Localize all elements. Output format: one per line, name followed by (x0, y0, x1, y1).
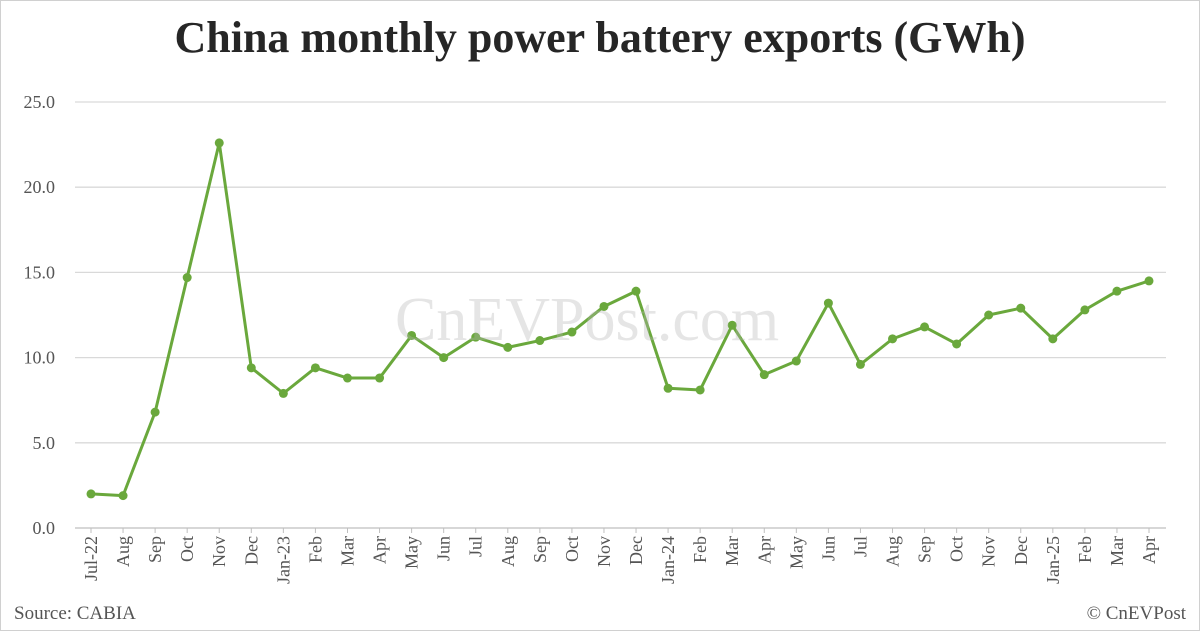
x-tick-label: Apr (1139, 536, 1159, 564)
x-tick-label: Aug (883, 536, 903, 567)
x-tick-label: Nov (209, 536, 229, 567)
data-point (888, 334, 898, 344)
x-tick-label: Jan-25 (1043, 536, 1063, 584)
data-point (1016, 303, 1026, 313)
x-tick-label: Dec (1011, 536, 1031, 565)
x-tick-label: Jun (818, 536, 838, 561)
x-tick-label: Jul (850, 536, 870, 557)
data-point (375, 373, 385, 383)
y-tick-label: 25.0 (24, 92, 56, 112)
x-tick-label: Jan-24 (658, 536, 678, 584)
x-tick-label: Aug (113, 536, 133, 567)
copyright-note: © CnEVPost (1086, 603, 1186, 624)
x-tick-label: Oct (177, 536, 197, 562)
data-point (823, 298, 833, 308)
y-tick-label: 20.0 (24, 177, 56, 197)
data-point (952, 339, 962, 349)
data-point (1048, 334, 1058, 344)
x-tick-label: Mar (722, 536, 742, 566)
x-tick-label: Feb (1075, 536, 1095, 563)
source-note: Source: CABIA (14, 603, 136, 624)
data-point (1112, 286, 1122, 296)
data-point (663, 383, 673, 393)
data-point (727, 320, 737, 330)
data-point (342, 373, 352, 383)
data-point (503, 342, 513, 352)
data-point (984, 310, 994, 320)
data-point (278, 388, 288, 398)
x-tick-label: Sep (915, 536, 935, 563)
x-tick-label: Dec (626, 536, 646, 565)
data-point (1080, 305, 1090, 315)
y-tick-label: 10.0 (24, 348, 56, 368)
x-tick-label: Feb (305, 536, 325, 563)
data-point (759, 370, 769, 380)
data-point (182, 273, 192, 283)
x-tick-label: Jun (434, 536, 454, 561)
data-point (791, 356, 801, 366)
data-point (599, 301, 609, 311)
data-point (439, 353, 449, 363)
x-tick-label: Jul-22 (81, 536, 101, 581)
x-tick-label: May (786, 536, 806, 569)
x-tick-label: Aug (498, 536, 518, 567)
x-tick-label: Nov (594, 536, 614, 567)
x-tick-label: Mar (337, 536, 357, 566)
data-point (214, 138, 224, 148)
data-point (407, 330, 417, 340)
data-point (631, 286, 641, 296)
data-point (471, 332, 481, 342)
x-tick-label: Oct (947, 536, 967, 562)
watermark: CnEVPost.com (395, 286, 780, 354)
data-point (855, 359, 865, 369)
data-point (246, 363, 256, 373)
x-tick-label: Apr (370, 536, 390, 564)
data-point (695, 385, 705, 395)
data-point (118, 491, 128, 501)
data-point (150, 407, 160, 417)
y-tick-label: 15.0 (24, 262, 56, 282)
series-line (90, 141, 1150, 498)
data-point (920, 322, 930, 332)
x-tick-label: Apr (754, 536, 774, 564)
data-point (567, 327, 577, 337)
x-tick-label: Nov (979, 536, 999, 567)
x-tick-label: Jan-23 (273, 536, 293, 584)
x-tick-label: Oct (562, 536, 582, 562)
data-point (86, 489, 96, 499)
data-point (1144, 276, 1154, 286)
x-tick-label: Dec (241, 536, 261, 565)
y-tick-label: 5.0 (33, 433, 56, 453)
x-tick-label: May (402, 536, 422, 569)
chart-title: China monthly power battery exports (GWh… (174, 13, 1026, 62)
x-tick-label: Feb (690, 536, 710, 563)
x-tick-label: Jul (466, 536, 486, 557)
x-tick-label: Mar (1107, 536, 1127, 566)
data-point (535, 336, 545, 346)
x-tick-label: Sep (530, 536, 550, 563)
y-tick-label: 0.0 (33, 518, 56, 538)
data-point (310, 363, 320, 373)
x-tick-label: Sep (145, 536, 165, 563)
